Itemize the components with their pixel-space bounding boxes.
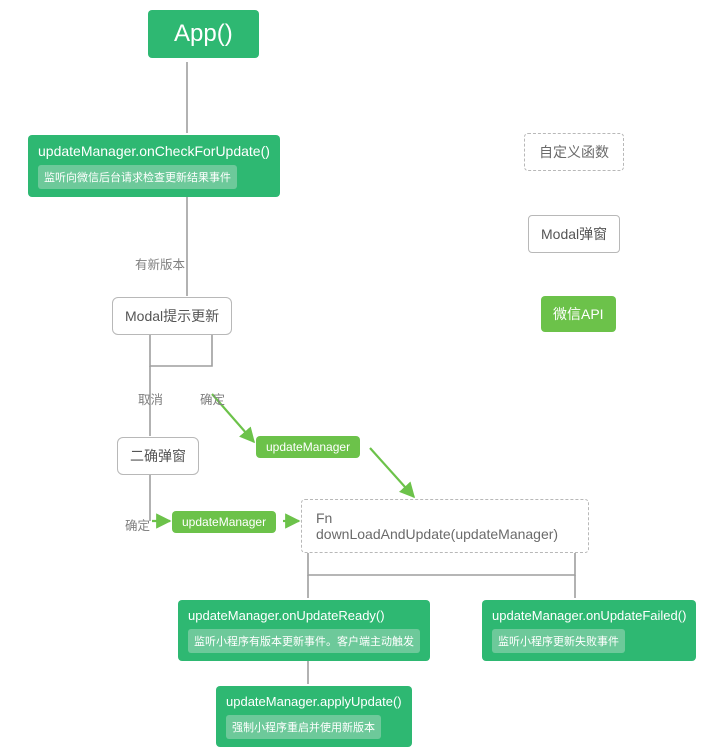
node-app-title: App() [174,20,233,47]
node-apply-update: updateManager.applyUpdate() 强制小程序重启并使用新版… [216,686,412,747]
legend-api: 微信API [541,296,616,332]
label-ok1: 确定 [200,389,225,408]
pill-update-manager-1: updateManager [256,436,360,458]
node-update-ready: updateManager.onUpdateReady() 监听小程序有版本更新… [178,600,430,661]
failed-title: updateManager.onUpdateFailed() [492,608,686,623]
node-check-sub: 监听向微信后台请求检查更新结果事件 [38,165,237,189]
label-ok2: 确定 [125,515,150,534]
pill-update-manager-2: updateManager [172,511,276,533]
ready-sub: 监听小程序有版本更新事件。客户端主动触发 [188,629,420,653]
node-fn-download: Fn downLoadAndUpdate(updateManager) [301,499,589,553]
node-app: App() [148,10,259,58]
node-second-confirm: 二确弹窗 [117,437,199,475]
apply-title: updateManager.applyUpdate() [226,694,402,709]
label-cancel: 取消 [138,389,163,408]
fn-line1: Fn [316,510,574,526]
failed-sub: 监听小程序更新失败事件 [492,629,625,653]
node-check-update: updateManager.onCheckForUpdate() 监听向微信后台… [28,135,280,197]
node-modal-prompt: Modal提示更新 [112,297,232,335]
node-check-title: updateManager.onCheckForUpdate() [38,143,270,159]
label-has-new: 有新版本 [135,254,185,273]
apply-sub: 强制小程序重启并使用新版本 [226,715,381,739]
legend-custom-fn: 自定义函数 [524,133,624,171]
fn-line2: downLoadAndUpdate(updateManager) [316,526,574,542]
node-update-failed: updateManager.onUpdateFailed() 监听小程序更新失败… [482,600,696,661]
legend-modal: Modal弹窗 [528,215,620,253]
ready-title: updateManager.onUpdateReady() [188,608,420,623]
